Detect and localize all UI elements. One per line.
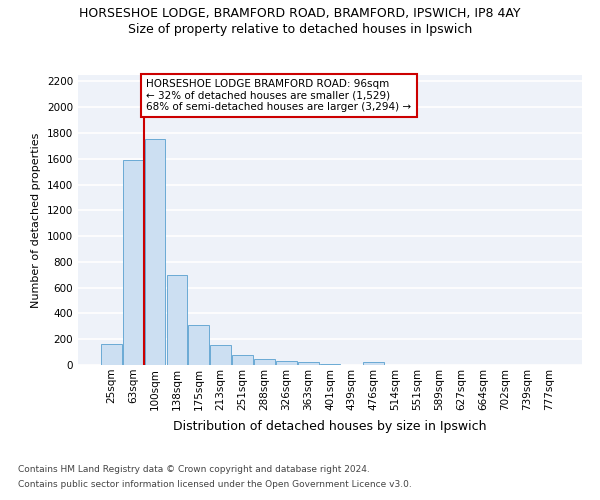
Y-axis label: Number of detached properties: Number of detached properties [31,132,41,308]
Text: HORSESHOE LODGE BRAMFORD ROAD: 96sqm
← 32% of detached houses are smaller (1,529: HORSESHOE LODGE BRAMFORD ROAD: 96sqm ← 3… [146,79,412,112]
Bar [254,359,275,365]
Text: Contains HM Land Registry data © Crown copyright and database right 2024.: Contains HM Land Registry data © Crown c… [18,465,370,474]
Bar [145,140,166,365]
Text: Distribution of detached houses by size in Ipswich: Distribution of detached houses by size … [173,420,487,433]
Bar [123,160,143,365]
Bar [188,325,209,365]
Bar [232,354,253,365]
Bar [320,364,340,365]
Bar [298,362,319,365]
Text: Contains public sector information licensed under the Open Government Licence v3: Contains public sector information licen… [18,480,412,489]
Bar [276,361,296,365]
Bar [364,362,384,365]
Bar [210,345,231,365]
Bar [167,275,187,365]
Text: HORSESHOE LODGE, BRAMFORD ROAD, BRAMFORD, IPSWICH, IP8 4AY: HORSESHOE LODGE, BRAMFORD ROAD, BRAMFORD… [79,8,521,20]
Text: Size of property relative to detached houses in Ipswich: Size of property relative to detached ho… [128,22,472,36]
Bar [101,344,122,365]
